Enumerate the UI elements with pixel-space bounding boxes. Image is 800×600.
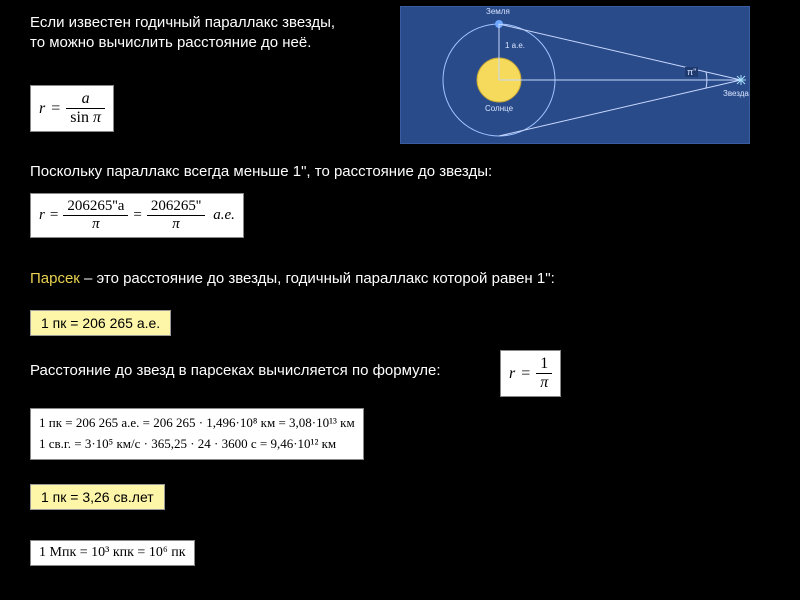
f2-den1: π [63, 216, 128, 233]
pi-label: π" [685, 67, 698, 77]
f2-num2: 206265'' [147, 198, 205, 216]
parsec-val: 1" [537, 270, 551, 287]
f3-lhs: r [509, 365, 515, 383]
f3-num: 1 [536, 355, 552, 374]
parallax-lt1-line: Поскольку параллакс всегда меньше 1", то… [30, 163, 492, 180]
au-label: 1 а.е. [505, 41, 525, 50]
f1-frac: a sin π [66, 90, 105, 127]
f3-den: π [536, 374, 552, 392]
f2-lhs: r [39, 207, 45, 224]
earth-label: Земля [486, 7, 510, 16]
f2-num1-text: 206265''a [67, 198, 124, 214]
conversions-box: 1 пк = 206 265 а.е. = 206 265 · 1,496·10… [30, 408, 364, 460]
conv-line-2: 1 св.г. = 3·10⁵ км/с · 365,25 · 24 · 360… [39, 434, 355, 455]
f2-eq2: = [133, 207, 141, 224]
conv-line-1: 1 пк = 206 265 а.е. = 206 265 · 1,496·10… [39, 413, 355, 434]
intro-line-2: то можно вычислить расстояние до неё. [30, 34, 311, 51]
formula-206265: r = 206265''a π = 206265'' π а.е. [30, 193, 244, 238]
f2-num1: 206265''a [63, 198, 128, 216]
f1-sin: sin [70, 109, 89, 126]
intro-line-1: Если известен годичный параллакс звезды, [30, 14, 335, 31]
pc-au-box: 1 пк = 206 265 а.е. [30, 310, 171, 336]
f1-lhs: r [39, 100, 45, 118]
formula-r-a-sinpi: r = a sin π [30, 85, 114, 132]
line-bottom-star [499, 80, 741, 136]
f2-unit: а.е. [213, 207, 235, 224]
parsecs-formula-line: Расстояние до звезд в парсеках вычисляет… [30, 362, 441, 379]
parsec-term: Парсек [30, 270, 80, 287]
star-label: Звезда [723, 89, 749, 98]
mpc-box: 1 Мпк = 10³ кпк = 10⁶ пк [30, 540, 195, 566]
lt1-value: 1" [293, 163, 307, 180]
formula-r-1-pi: r = 1 π [500, 350, 561, 397]
f2-frac2: 206265'' π [147, 198, 205, 233]
f2-eq1: = [50, 207, 58, 224]
lt1-suffix: , то расстояние до звезды: [306, 163, 492, 180]
diagram-svg [401, 7, 751, 145]
lt1-prefix: Поскольку параллакс всегда меньше [30, 163, 293, 180]
sun-label: Солнце [485, 104, 513, 113]
f1-pi: π [93, 109, 101, 126]
parallax-diagram: Земля 1 а.е. Солнце π" Звезда [400, 6, 750, 144]
f1-den: sin π [66, 109, 105, 127]
parsec-definition: Парсек – это расстояние до звезды, годич… [30, 270, 555, 287]
pc-ly-box: 1 пк = 3,26 св.лет [30, 484, 165, 510]
f2-frac1: 206265''a π [63, 198, 128, 233]
parsec-rest: – это расстояние до звезды, годичный пар… [80, 270, 537, 287]
f3-frac: 1 π [536, 355, 552, 392]
f1-eq: = [51, 100, 60, 118]
f3-eq: = [521, 365, 530, 383]
parsec-colon: : [551, 270, 555, 287]
line-earth-star [499, 24, 741, 80]
f2-den2: π [147, 216, 205, 233]
star-icon [736, 75, 746, 85]
f1-num: a [66, 90, 105, 109]
